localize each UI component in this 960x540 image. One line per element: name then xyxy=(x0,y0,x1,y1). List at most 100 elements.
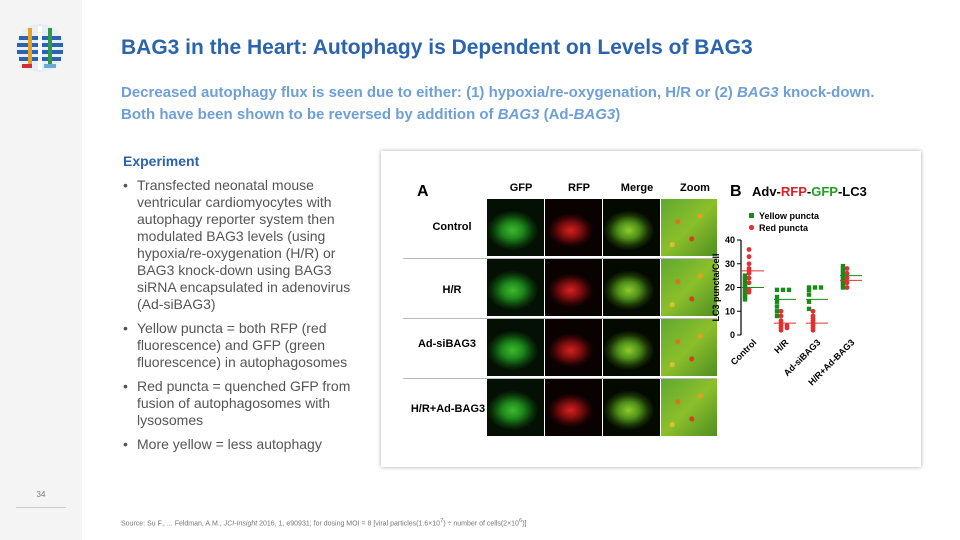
legend-label: Red puncta xyxy=(759,223,809,233)
legend-label: Yellow puncta xyxy=(759,211,820,221)
page-number: 34 xyxy=(36,490,46,499)
data-point-yellow-puncta xyxy=(742,273,748,278)
data-point-red-puncta xyxy=(844,285,850,290)
subtitle-gene: BAG3 xyxy=(497,106,540,123)
data-point-yellow-puncta xyxy=(742,294,748,300)
chart-title-gfp: GFP xyxy=(811,184,838,199)
row-label-ad-sibag3: Ad-siBAG3 xyxy=(417,338,477,350)
data-point-red-puncta xyxy=(810,327,816,333)
data-point-red-puncta xyxy=(746,247,752,252)
column-header-merge: Merge xyxy=(620,182,654,194)
micrograph-rfp-hr-ad-bag3 xyxy=(545,379,602,436)
data-point-red-puncta xyxy=(746,289,752,295)
bullet-item: More yellow = less autophagy xyxy=(120,436,370,453)
subtitle-text: ) xyxy=(615,106,621,123)
micrograph-zoom-hr-ad-bag3 xyxy=(661,379,717,436)
left-rail: 34 xyxy=(0,0,82,540)
micrograph-rfp-control xyxy=(545,199,602,256)
source-text: Source: Su F., ... Feldman, A.M., xyxy=(121,520,224,528)
page-number-divider xyxy=(16,507,66,508)
data-point-yellow-puncta xyxy=(806,287,812,293)
subtitle-text: knock-down. Both have been shown to be r… xyxy=(121,84,875,123)
data-point-yellow-puncta xyxy=(774,299,780,304)
micrograph-zoom-control xyxy=(661,199,717,256)
data-point-red-puncta xyxy=(844,275,850,281)
subtitle-text: (Ad- xyxy=(539,106,574,123)
micrograph-zoom-hr xyxy=(661,259,717,316)
data-point-yellow-puncta xyxy=(742,278,748,283)
chart-title-part: - xyxy=(806,184,812,199)
source-citation: Source: Su F., ... Feldman, A.M., JCI-In… xyxy=(121,518,527,527)
bullet-item: Yellow puncta = both RFP (red fluorescen… xyxy=(120,320,370,371)
data-point-red-puncta xyxy=(746,270,752,276)
data-point-yellow-puncta xyxy=(742,282,748,288)
data-point-yellow-puncta xyxy=(840,275,846,281)
data-point-yellow-puncta xyxy=(812,285,818,290)
data-point-red-puncta xyxy=(746,280,752,286)
data-point-yellow-puncta xyxy=(806,306,812,312)
row-divider xyxy=(403,258,717,259)
slide-title: BAG3 in the Heart: Autophagy is Dependen… xyxy=(121,36,753,59)
data-point-yellow-puncta xyxy=(840,280,846,285)
y-tick-label: 10 xyxy=(725,306,735,316)
row-label-hr: H/R xyxy=(442,284,462,296)
data-point-yellow-puncta xyxy=(742,290,748,295)
data-point-yellow-puncta xyxy=(806,292,812,297)
row-divider xyxy=(403,378,717,379)
chart-title-part: -LC3 xyxy=(837,184,867,199)
bullet-item: Transfected neonatal mouse ventricular c… xyxy=(120,177,370,313)
source-text: ) ÷ number of cells(2×10 xyxy=(443,520,519,528)
source-text: )] xyxy=(522,520,527,528)
data-point-yellow-puncta xyxy=(742,287,748,293)
data-point-yellow-puncta xyxy=(840,268,846,274)
source-exponent: 7 xyxy=(440,518,444,524)
panel-b-letter: B xyxy=(730,183,742,200)
experiment-bullet-list: Transfected neonatal mouse ventricular c… xyxy=(120,177,370,460)
data-point-red-puncta xyxy=(844,270,850,276)
data-point-yellow-puncta xyxy=(742,280,748,285)
legend-marker-yellow-puncta xyxy=(749,213,754,218)
data-point-red-puncta xyxy=(784,325,790,331)
y-tick-label: 40 xyxy=(725,235,735,245)
data-point-yellow-puncta xyxy=(840,285,846,290)
data-point-yellow-puncta xyxy=(840,271,846,276)
micrograph-gfp-control xyxy=(487,199,544,256)
micrograph-merge-ad-sibag3 xyxy=(603,319,660,376)
column-header-zoom: Zoom xyxy=(680,182,710,194)
data-point-red-puncta xyxy=(810,308,816,314)
data-point-yellow-puncta xyxy=(742,292,748,297)
data-point-red-puncta xyxy=(778,313,784,319)
data-point-yellow-puncta xyxy=(840,263,846,269)
micrograph-gfp-ad-sibag3 xyxy=(487,319,544,376)
data-point-red-puncta xyxy=(778,308,784,314)
data-point-red-puncta xyxy=(746,275,752,281)
y-tick-label: 20 xyxy=(725,283,735,293)
subtitle-gene: BAG3 xyxy=(573,106,616,123)
subtitle-text: Decreased autophagy flux is seen due to … xyxy=(121,84,737,101)
data-point-yellow-puncta xyxy=(774,309,780,314)
data-point-yellow-puncta xyxy=(742,275,748,281)
data-point-red-puncta xyxy=(844,266,850,271)
data-point-red-puncta xyxy=(746,261,752,267)
source-text: 2016, 1, e90931; for dosing MOI = 8 [vir… xyxy=(257,520,441,528)
data-point-yellow-puncta xyxy=(806,285,812,290)
data-point-yellow-puncta xyxy=(742,297,748,302)
chart-title: Adv-RFP-GFP-LC3 xyxy=(752,184,867,199)
subtitle-gene: BAG3 xyxy=(736,84,779,101)
slide-subtitle: Decreased autophagy flux is seen due to … xyxy=(121,82,891,126)
data-point-yellow-puncta xyxy=(840,266,846,271)
data-point-yellow-puncta xyxy=(806,299,812,304)
chart-title-part: Adv- xyxy=(752,184,781,199)
micrograph-merge-hr xyxy=(603,259,660,316)
micrograph-merge-hr-ad-bag3 xyxy=(603,379,660,436)
micrograph-rfp-hr xyxy=(545,259,602,316)
data-point-yellow-puncta xyxy=(786,287,792,293)
micrograph-merge-control xyxy=(603,199,660,256)
data-point-yellow-puncta xyxy=(818,285,824,290)
source-exponent: 6 xyxy=(518,518,523,524)
data-point-red-puncta xyxy=(746,254,752,260)
data-point-red-puncta xyxy=(844,280,850,286)
source-journal: JCI-Insight xyxy=(223,520,258,528)
data-point-yellow-puncta xyxy=(774,313,780,319)
y-tick-label: 0 xyxy=(730,330,735,340)
